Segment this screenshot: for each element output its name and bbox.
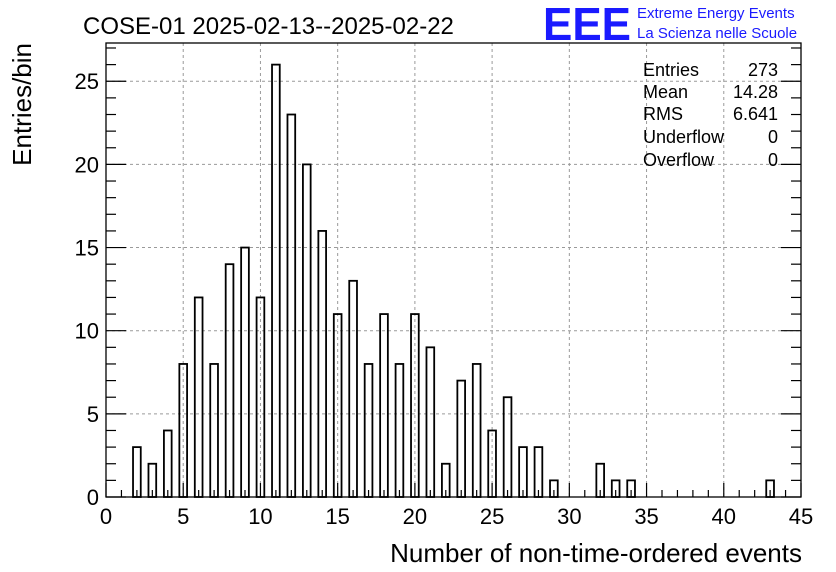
- stats-entries-value: 273: [748, 60, 778, 80]
- y-tick-label: 10: [75, 319, 99, 344]
- stats-rms-label: RMS: [643, 104, 683, 124]
- eee-logo-mark: EEE: [543, 0, 631, 50]
- stats-rms-value: 6.641: [733, 104, 778, 124]
- x-axis-label: Number of non-time-ordered events: [390, 538, 802, 568]
- stats-overflow-value: 0: [768, 150, 778, 170]
- y-tick-label: 20: [75, 152, 99, 177]
- y-tick-labels: 0 5 10 15 20 25: [75, 69, 99, 510]
- x-tick-label: 5: [177, 504, 189, 529]
- x-tick-label: 40: [712, 504, 736, 529]
- x-tick-label: 35: [634, 504, 658, 529]
- stats-mean-label: Mean: [643, 82, 688, 102]
- x-tick-labels: 0 5 10 15 20 25 30 35 40 45: [100, 504, 813, 529]
- x-tick-label: 0: [100, 504, 112, 529]
- logo-line2: La Scienza nelle Scuole: [637, 25, 797, 42]
- stats-box: Entries 273 Mean 14.28 RMS 6.641 Underfl…: [643, 60, 778, 170]
- x-tick-label: 45: [789, 504, 813, 529]
- logo-line1: Extreme Energy Events: [637, 5, 795, 22]
- x-tick-label: 25: [480, 504, 504, 529]
- y-axis-label: Entries/bin: [7, 43, 37, 166]
- axis-ticks: [105, 47, 802, 498]
- y-tick-label: 5: [87, 402, 99, 427]
- plot-frame: [105, 42, 802, 498]
- x-tick-label: 20: [403, 504, 427, 529]
- x-tick-label: 15: [325, 504, 349, 529]
- y-tick-label: 15: [75, 236, 99, 261]
- stats-overflow-label: Overflow: [643, 150, 715, 170]
- x-tick-label: 10: [248, 504, 272, 529]
- y-tick-label: 25: [75, 69, 99, 94]
- stats-mean-value: 14.28: [733, 82, 778, 102]
- stats-entries-label: Entries: [643, 60, 699, 80]
- grid-lines: [106, 43, 801, 497]
- stats-underflow-value: 0: [768, 127, 778, 147]
- stats-underflow-label: Underflow: [643, 127, 725, 147]
- y-tick-label: 0: [87, 485, 99, 510]
- eee-logo: EEE Extreme Energy Events La Scienza nel…: [543, 0, 797, 50]
- x-tick-label: 30: [557, 504, 581, 529]
- chart-title: COSE-01 2025-02-13--2025-02-22: [83, 13, 454, 40]
